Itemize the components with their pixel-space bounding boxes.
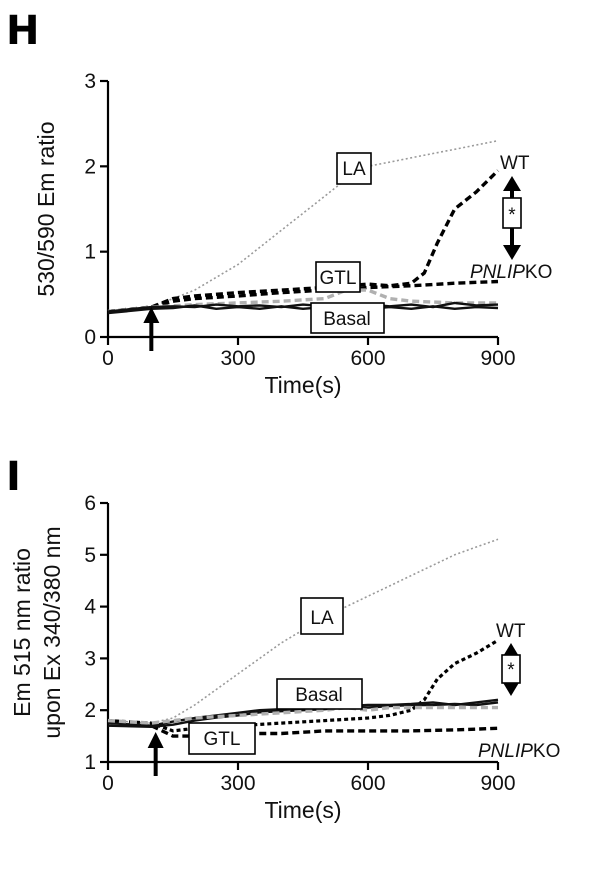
basal-label-box xyxy=(276,678,363,710)
la-label-box xyxy=(300,597,344,635)
panel-i-axes xyxy=(106,503,498,764)
ko-label-italic: PNLIP xyxy=(478,741,533,762)
stimulus-arrow-head xyxy=(147,732,164,748)
y-axis-label: 530/590 Em ratio xyxy=(33,121,59,296)
panel-h-axes xyxy=(106,81,498,339)
ko-label: PNLIPKO xyxy=(470,262,552,283)
significance-arrow-down xyxy=(503,245,521,260)
ko-label-italic: PNLIP xyxy=(470,262,525,283)
panel-h-label: H xyxy=(6,8,39,54)
y-tick-label: 0 xyxy=(84,326,96,349)
panel-h-ticks: 0 1 2 3 0 300 600 900 Time(s) 530/590 Em ratio xyxy=(33,70,516,398)
ko-label: PNLIPKO xyxy=(478,741,560,762)
wt-label: WT xyxy=(500,153,530,174)
x-axis-label: Time(s) xyxy=(264,372,341,398)
basal-label: Basal xyxy=(323,309,371,330)
x-tick-label: 900 xyxy=(480,347,515,370)
panel-i: I 1 2 3 4 5 6 0 300 600 900 Time(s) Em 515 nm ratio… xyxy=(6,454,560,823)
significance-arrow-down xyxy=(502,681,520,696)
y-axis-label: upon Ex 340/380 nm xyxy=(39,526,65,738)
stimulus-arrow-head xyxy=(143,307,160,323)
series-wt-line xyxy=(107,638,499,733)
y-tick-label: 2 xyxy=(84,699,96,722)
series-wt-line xyxy=(107,169,500,314)
y-tick-label: 2 xyxy=(84,155,96,178)
significance-star: * xyxy=(507,660,515,681)
panel-i-lines xyxy=(107,538,499,776)
series-la-line xyxy=(107,139,499,313)
x-tick-label: 600 xyxy=(350,772,385,795)
y-tick-label: 3 xyxy=(84,647,96,670)
y-tick-label: 6 xyxy=(84,492,96,515)
x-tick-label: 900 xyxy=(480,772,515,795)
significance-arrow-up xyxy=(503,176,521,191)
x-tick-label: 0 xyxy=(102,772,114,795)
la-label-box xyxy=(336,152,372,185)
x-tick-label: 0 xyxy=(102,347,114,370)
x-tick-label: 300 xyxy=(220,772,255,795)
gtl-label: GTL xyxy=(204,729,241,750)
la-label: LA xyxy=(342,159,366,180)
panel-i-label: I xyxy=(6,454,21,500)
x-tick-label: 600 xyxy=(350,347,385,370)
y-tick-label: 1 xyxy=(84,241,96,264)
panel-i-annotations: LA Basal GTL WT PNLIPKO * xyxy=(188,597,560,762)
gtl-label: GTL xyxy=(320,268,357,289)
panel-h-lines xyxy=(107,139,500,351)
ko-label-suffix: KO xyxy=(533,741,560,762)
y-tick-label: 4 xyxy=(84,596,96,619)
x-tick-label: 300 xyxy=(220,347,255,370)
star-box xyxy=(501,654,521,684)
series-gtl-line xyxy=(107,288,498,314)
series-pnlip-ko-line xyxy=(107,279,499,314)
basal-label: Basal xyxy=(295,685,343,706)
gtl-label-box xyxy=(188,722,256,755)
series-pnlip-ko-line xyxy=(107,718,499,738)
y-tick-label: 3 xyxy=(84,70,96,93)
ko-label-suffix: KO xyxy=(525,262,552,283)
significance-star: * xyxy=(508,205,516,226)
panel-h-annotations: LA GTL Basal WT PNLIPKO * xyxy=(310,152,552,334)
y-tick-label: 1 xyxy=(84,751,96,774)
gtl-label-box xyxy=(315,261,361,293)
star-box xyxy=(502,197,522,229)
x-axis-label: Time(s) xyxy=(264,797,341,823)
la-label: LA xyxy=(310,608,334,629)
basal-label-box xyxy=(310,302,385,334)
wt-label: WT xyxy=(496,621,526,642)
panel-i-ticks: 1 2 3 4 5 6 0 300 600 900 Time(s) Em 515 nm ratio up… xyxy=(9,492,516,823)
y-axis-label: Em 515 nm ratio xyxy=(9,548,35,717)
y-tick-label: 5 xyxy=(84,544,96,567)
